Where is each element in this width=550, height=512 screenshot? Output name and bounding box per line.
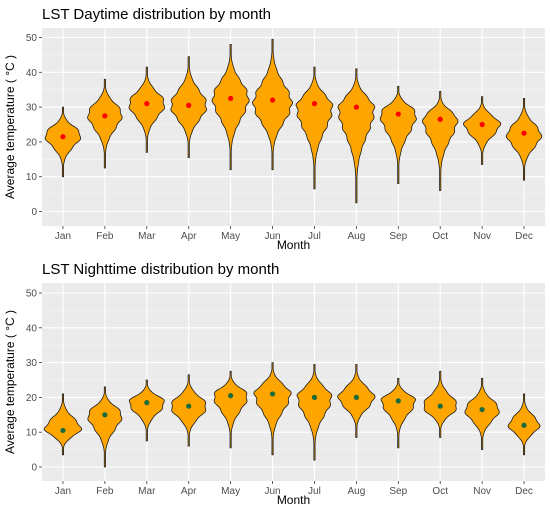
x-tick-label: Aug — [347, 231, 365, 242]
mean-point-mar — [144, 400, 150, 406]
x-tick-label: Jun — [264, 486, 280, 497]
violin-nov — [464, 377, 500, 450]
y-tick-label: 10 — [26, 428, 38, 439]
violin-feb — [87, 386, 123, 468]
x-tick-label: Oct — [432, 231, 448, 242]
x-tick-label: Jan — [55, 231, 71, 242]
x-axis-label: Month — [277, 238, 310, 252]
y-tick-label: 50 — [26, 289, 38, 300]
x-tick-label: May — [221, 231, 240, 242]
violin-jan — [44, 106, 82, 178]
violin-may — [211, 44, 250, 171]
x-tick-label: Dec — [515, 486, 533, 497]
violin-jan — [43, 393, 83, 456]
x-axis: Jan Feb Mar Apr May Jun Jul Aug Sep Oct Nov Dec — [55, 226, 533, 242]
y-tick-label: 50 — [26, 33, 38, 44]
violin-apr — [171, 374, 207, 447]
mean-point-apr — [186, 102, 192, 108]
x-tick-label: Mar — [138, 486, 156, 497]
mean-point-jul — [311, 101, 318, 107]
violin-aug — [337, 68, 376, 204]
x-tick-label: Aug — [347, 486, 365, 497]
y-tick-label: 10 — [26, 172, 38, 183]
violin-sep — [379, 85, 417, 185]
y-tick-label: 30 — [26, 103, 38, 114]
y-tick-label: 40 — [26, 68, 38, 79]
mean-point-may — [228, 95, 234, 101]
mean-point-apr — [186, 403, 192, 409]
x-tick-label: Nov — [473, 231, 491, 242]
mean-point-oct — [437, 116, 443, 122]
violins — [43, 362, 541, 468]
violin-jul — [295, 66, 334, 190]
mean-point-jan — [60, 134, 66, 140]
violins — [44, 38, 543, 204]
panel-daytime: LST Daytime distribution by month 0 10 20 3… — [3, 6, 545, 252]
y-axis-label: Average temperature ( °C ) — [3, 55, 17, 199]
mean-point-nov — [479, 121, 485, 128]
x-tick-label: Feb — [96, 231, 114, 242]
x-tick-label: Oct — [432, 486, 448, 497]
mean-point-sep — [395, 111, 401, 117]
mean-point-sep — [395, 398, 401, 404]
mean-point-aug — [353, 394, 359, 400]
mean-point-mar — [144, 101, 150, 107]
x-tick-label: Feb — [96, 486, 114, 497]
x-tick-label: Jul — [308, 231, 321, 242]
y-axis: 0 10 20 30 40 50 — [26, 289, 42, 474]
plot-background — [42, 28, 545, 226]
violin-oct — [421, 91, 459, 192]
mean-point-jul — [311, 394, 318, 400]
y-tick-label: 20 — [26, 393, 38, 404]
violin-may — [213, 370, 248, 449]
y-tick-label: 20 — [26, 137, 38, 148]
x-tick-label: Apr — [181, 231, 197, 242]
panel-title: LST Daytime distribution by month — [42, 6, 271, 23]
violin-feb — [87, 78, 123, 169]
x-tick-label: Apr — [181, 486, 197, 497]
plot-background — [42, 283, 545, 481]
violin-aug — [337, 363, 376, 438]
mean-point-may — [228, 393, 234, 399]
mean-point-jan — [60, 427, 66, 434]
x-tick-label: Nov — [473, 486, 491, 497]
y-axis: 0 10 20 30 40 50 — [26, 33, 42, 218]
y-axis-label: Average temperature ( °C ) — [3, 310, 17, 454]
x-tick-label: Sep — [389, 486, 407, 497]
x-tick-label: Jul — [308, 486, 321, 497]
panel-title: LST Nighttime distribution by month — [42, 261, 279, 278]
x-tick-label: Dec — [515, 231, 533, 242]
violin-jun — [253, 362, 292, 456]
violin-dec — [505, 98, 543, 181]
x-tick-label: May — [221, 486, 240, 497]
mean-point-oct — [437, 403, 443, 409]
mean-point-feb — [102, 113, 108, 119]
x-axis-label: Month — [277, 493, 310, 507]
panel-nighttime: LST Nighttime distribution by month 0 10 2… — [3, 261, 545, 507]
y-tick-label: 0 — [31, 207, 37, 218]
y-tick-label: 0 — [31, 463, 37, 474]
mean-point-jun — [269, 97, 276, 103]
mean-point-nov — [479, 406, 485, 413]
violin-mar — [128, 379, 165, 442]
violin-nov — [462, 96, 502, 165]
violin-jun — [251, 38, 294, 171]
mean-point-dec — [521, 422, 527, 428]
x-axis: Jan Feb Mar Apr May Jun Jul Aug Sep Oct Nov Dec — [55, 481, 533, 497]
x-tick-label: Jun — [264, 231, 280, 242]
mean-point-aug — [353, 104, 359, 110]
y-tick-label: 40 — [26, 323, 38, 334]
x-tick-label: Mar — [138, 231, 156, 242]
violin-mar — [128, 66, 165, 153]
violin-jul — [296, 363, 333, 461]
violin-sep — [380, 377, 416, 449]
x-tick-label: Sep — [389, 231, 407, 242]
y-tick-label: 30 — [26, 358, 38, 369]
mean-point-dec — [521, 130, 527, 136]
x-tick-label: Jan — [55, 486, 71, 497]
mean-point-feb — [102, 412, 108, 418]
mean-point-jun — [269, 391, 276, 397]
